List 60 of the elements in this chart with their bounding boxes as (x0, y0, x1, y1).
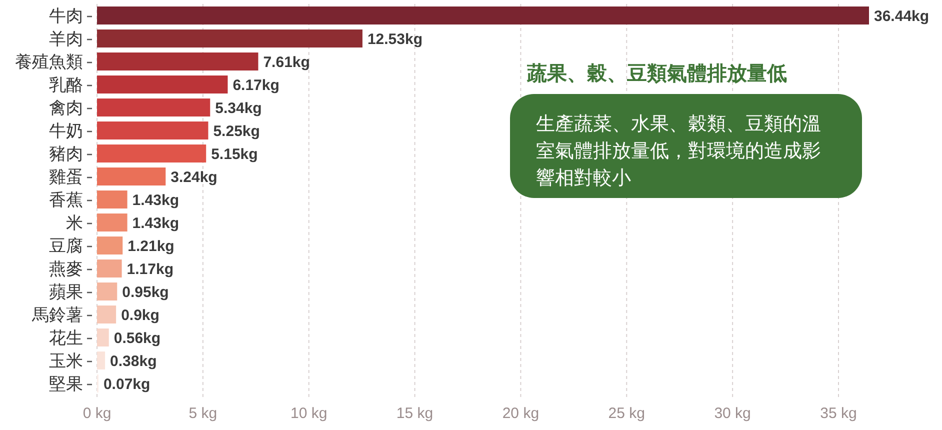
bar (97, 98, 210, 116)
annotation: 生產蔬菜、水果、穀類、豆類的溫室氣體排放量低，對環境的造成影響相對較小 (536, 114, 821, 189)
x-tick-label: 25 kg (608, 405, 645, 422)
data-label: 7.61kg (263, 54, 310, 71)
y-tick-label: 養殖魚類 (15, 52, 83, 72)
x-tick-label: 35 kg (820, 405, 857, 422)
data-label: 5.15kg (211, 146, 258, 163)
bar (97, 144, 206, 162)
data-label: 1.43kg (132, 215, 179, 232)
x-tick-label: 0 kg (82, 405, 112, 422)
x-tick-label: 15 kg (396, 405, 434, 422)
data-label: 12.53kg (367, 31, 422, 48)
y-tick-label: 豆腐 (49, 236, 83, 256)
y-tick-label: 馬鈴薯 (31, 306, 83, 324)
y-tick-label: 禽肉 (49, 98, 83, 118)
y-tick-label: 牛奶 (49, 122, 83, 140)
data-label: 1.21kg (128, 238, 174, 255)
data-label: 0.38kg (110, 353, 157, 370)
x-tick-label: 20 kg (502, 405, 540, 422)
bar (97, 30, 362, 48)
data-label: 1.17kg (126, 261, 174, 278)
bar (97, 76, 228, 94)
data-label: 0.95kg (122, 284, 169, 301)
bar (97, 214, 128, 232)
y-tick-label: 堅果 (49, 374, 83, 394)
y-tick-label: 雞蛋 (49, 168, 83, 186)
y-tick-label: 豬肉 (49, 144, 83, 164)
data-label: 0.56kg (114, 330, 161, 347)
annotation: 蔬果、穀、豆類氣體排放量低 (526, 63, 787, 85)
y-tick-label: 花生 (49, 328, 83, 348)
bar (97, 260, 122, 278)
y-tick-label: 米 (66, 214, 83, 232)
bar (97, 190, 128, 208)
bar (97, 6, 869, 24)
data-label: 0.9kg (121, 307, 160, 324)
bar (97, 328, 109, 346)
x-tick-label: 5 kg (188, 405, 218, 422)
y-tick-label: 香蕉 (49, 190, 83, 210)
data-label: 5.34kg (215, 100, 262, 117)
bar (97, 122, 208, 140)
y-tick-label: 羊肉 (49, 30, 83, 48)
bar (97, 168, 166, 186)
data-label: 3.24kg (170, 169, 218, 186)
y-tick-label: 蘋果 (49, 282, 83, 302)
data-label: 6.17kg (232, 77, 280, 94)
y-tick-label: 牛肉 (49, 6, 83, 26)
y-tick-label: 玉米 (49, 352, 83, 370)
x-tick-label: 30 kg (714, 405, 751, 422)
x-tick-label: 10 kg (290, 405, 328, 422)
y-tick-label: 乳酪 (49, 76, 83, 94)
bar (97, 52, 258, 70)
bar (97, 306, 116, 324)
bar (97, 352, 106, 370)
data-label: 0.07kg (103, 376, 150, 393)
bar (97, 236, 123, 254)
data-label: 36.44kg (874, 8, 930, 25)
bar (97, 282, 118, 300)
data-label: 5.25kg (213, 123, 260, 140)
y-tick-label: 燕麥 (49, 260, 83, 278)
data-label: 1.43kg (132, 192, 179, 209)
